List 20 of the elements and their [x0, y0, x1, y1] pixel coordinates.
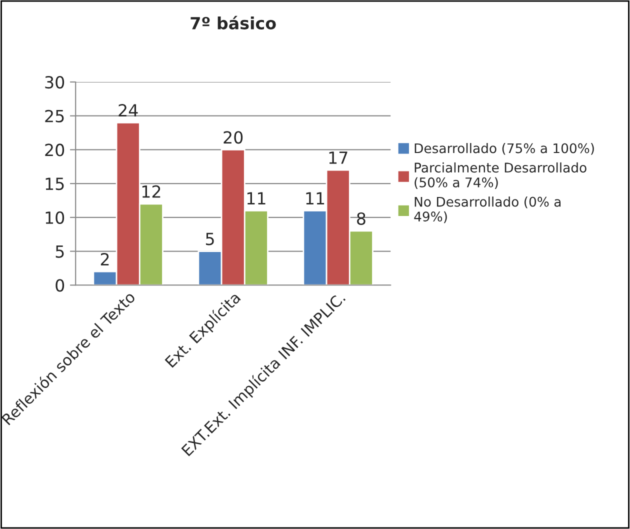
data-label: 5 — [206, 232, 214, 246]
data-label: 12 — [142, 185, 160, 198]
legend-label: No Desarrollado (0% a 49%) — [414, 196, 561, 224]
data-label: 8 — [357, 212, 366, 225]
data-label: 11 — [306, 192, 324, 204]
y-tick-label: 25 — [45, 110, 64, 122]
data-label: 11 — [247, 192, 266, 204]
y-tick-label: 15 — [46, 178, 64, 190]
y-tick-label: 5 — [56, 245, 64, 258]
y-tick-label: 30 — [45, 76, 64, 89]
chart-title: 7º básico — [190, 16, 276, 30]
y-tick-label: 10 — [46, 211, 64, 224]
legend-label: Parcialmente Desarrollado (50% a 74%) — [414, 162, 586, 189]
y-tick-label: 20 — [45, 144, 64, 156]
legend-label: Desarrollado (75% a 100%) — [414, 143, 594, 155]
data-label: 24 — [118, 104, 138, 116]
y-tick-label: 0 — [56, 279, 64, 292]
data-label: 17 — [329, 152, 348, 164]
data-label: 20 — [224, 131, 243, 144]
data-label: 2 — [100, 252, 109, 266]
